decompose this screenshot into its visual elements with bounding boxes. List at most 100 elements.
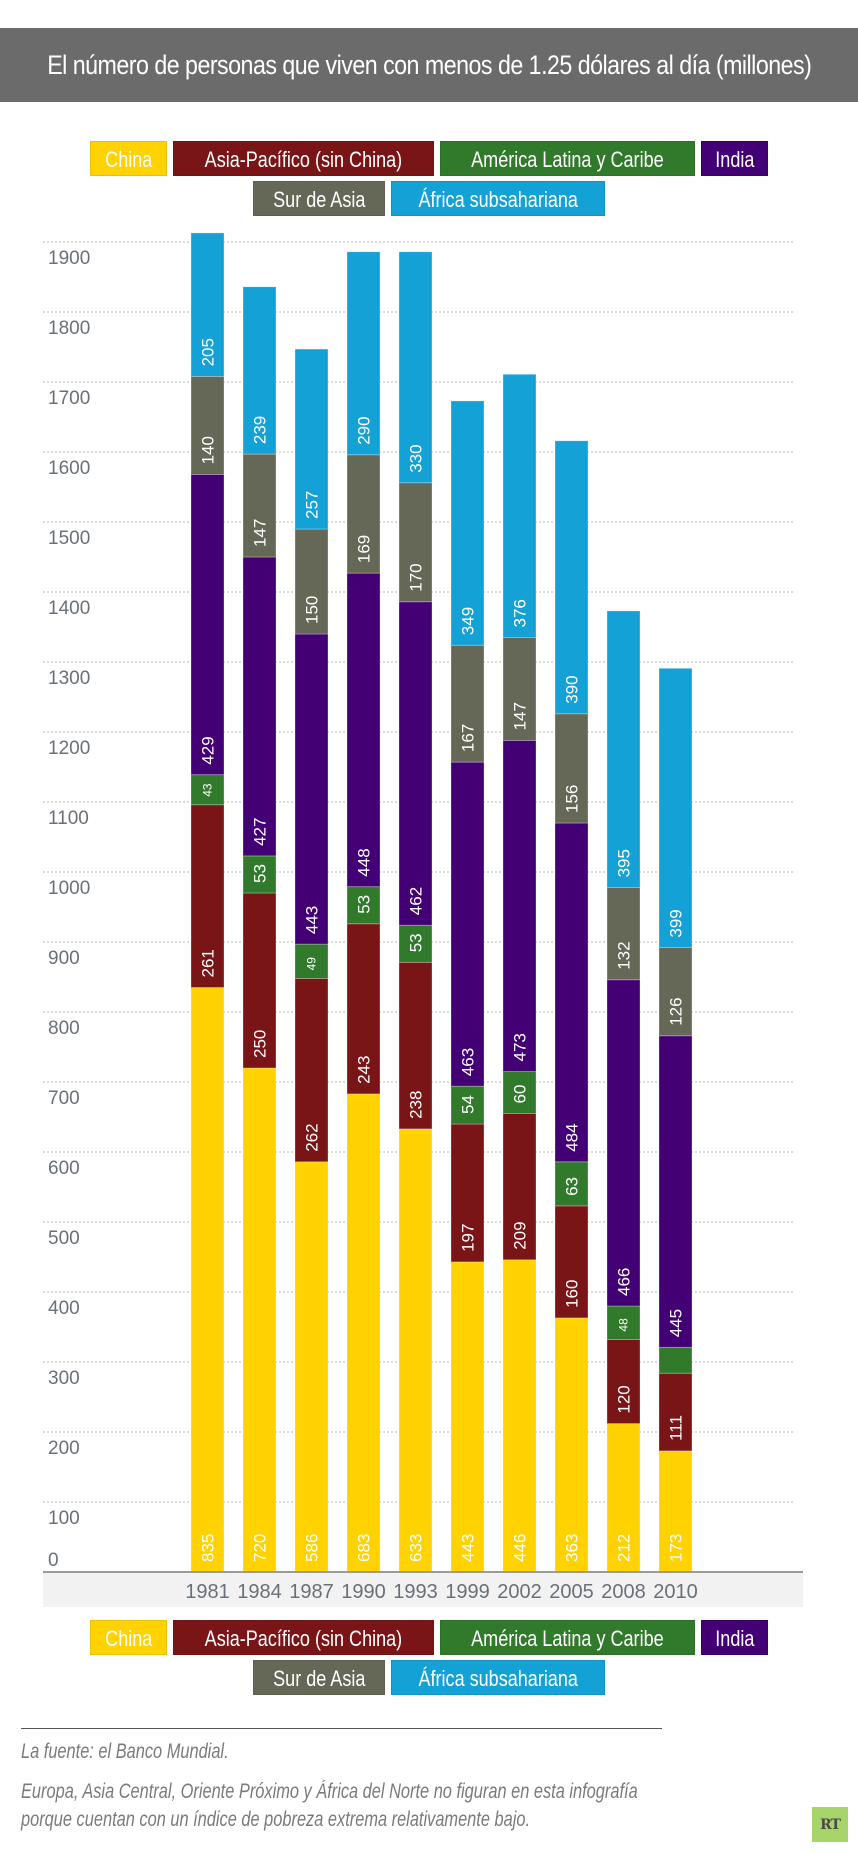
bar-segment xyxy=(346,454,381,574)
y-tick-label: 300 xyxy=(48,1368,80,1389)
footnote-text-1: Europa, Asia Central, Oriente Próximo y … xyxy=(21,1780,638,1803)
legend-item-asia-pacifico: Asia-Pacífico (sin China) xyxy=(173,1620,434,1655)
legend-item-india: India xyxy=(700,141,769,176)
segment-value-label: 43 xyxy=(201,783,215,797)
segment-value-label: 427 xyxy=(251,818,270,846)
segment-value-label: 53 xyxy=(355,895,374,914)
bar-segment xyxy=(190,375,225,475)
legend-label: Asia-Pacífico (sin China) xyxy=(204,1626,403,1651)
footnote-line-2: porque cuentan con un índice de pobreza … xyxy=(21,1808,674,1832)
bar-segment xyxy=(398,251,433,484)
bar-segment xyxy=(658,1035,693,1348)
segment-value-label: 399 xyxy=(667,909,686,937)
segment-value-label: 586 xyxy=(303,1534,322,1562)
y-tick-label: 1300 xyxy=(48,668,90,689)
segment-value-label: 395 xyxy=(615,849,634,877)
bar-segment xyxy=(294,633,329,945)
segment-value-label: 443 xyxy=(459,1534,478,1562)
bar-segment xyxy=(242,286,277,455)
segment-value-label: 170 xyxy=(407,563,426,591)
segment-value-label: 683 xyxy=(355,1534,374,1562)
y-tick-label: 600 xyxy=(48,1158,80,1179)
y-tick-label: 900 xyxy=(48,948,80,969)
segment-value-label: 835 xyxy=(199,1534,218,1562)
bar-stack-2008: 212 120 48 466 132 395 xyxy=(606,610,641,1573)
legend-label: India xyxy=(714,147,755,172)
bar-segment xyxy=(294,978,329,1163)
y-tick-label: 0 xyxy=(48,1550,59,1571)
bar-segment xyxy=(398,924,433,963)
segment-value-label: 197 xyxy=(459,1224,478,1252)
bar-segment xyxy=(606,1305,641,1340)
y-tick-label: 1100 xyxy=(48,808,89,829)
bar-segment xyxy=(294,1161,329,1573)
segment-value-label: 462 xyxy=(407,887,426,915)
segment-value-label: 290 xyxy=(355,416,374,444)
bar-segment xyxy=(450,761,485,1087)
bar-segment xyxy=(346,572,381,888)
y-tick-label: 1200 xyxy=(48,738,90,759)
segment-value-label: 126 xyxy=(667,997,686,1025)
bar-segment xyxy=(606,610,641,888)
bar-segment xyxy=(398,482,433,603)
x-tick-label: 2008 xyxy=(601,1581,646,1603)
bar-segment xyxy=(242,1067,277,1573)
segment-value-label: 376 xyxy=(511,599,530,627)
x-tick-label: 2010 xyxy=(653,1581,698,1603)
y-tick-label: 200 xyxy=(48,1438,80,1459)
source-note: La fuente: el Banco Mundial. xyxy=(21,1740,287,1764)
legend-label: India xyxy=(714,1626,755,1651)
x-tick-label: 1984 xyxy=(237,1581,282,1603)
bar-segment xyxy=(190,473,225,776)
segment-value-label: 212 xyxy=(615,1534,634,1562)
y-tick-label: 800 xyxy=(48,1018,80,1039)
bar-segment xyxy=(502,373,537,638)
legend-item-india: India xyxy=(700,1620,769,1655)
bar-stack-2010: 173 111 445 126 399 xyxy=(658,667,693,1573)
x-tick-label: 1990 xyxy=(341,1581,386,1603)
segment-value-label: 132 xyxy=(615,941,634,969)
bar-segment xyxy=(658,1372,693,1452)
segment-value-label: 330 xyxy=(407,444,426,472)
bar-segment xyxy=(190,232,225,377)
bar-segment xyxy=(346,886,381,925)
bar-segment xyxy=(346,923,381,1095)
segment-value-label: 205 xyxy=(199,338,218,366)
bar-segment xyxy=(398,1128,433,1573)
bar-stack-1987: 586 262 49 443 150 257 xyxy=(294,348,329,1573)
legend-item-asia-pacifico: Asia-Pacífico (sin China) xyxy=(173,141,434,176)
x-tick-label: 1981 xyxy=(185,1581,230,1603)
segment-value-label: 120 xyxy=(615,1385,634,1413)
legend-item-america-latina: América Latina y Caribe xyxy=(439,1620,695,1655)
legend-item-china: China xyxy=(89,1620,168,1655)
segment-value-label: 445 xyxy=(667,1309,686,1337)
legend-item-africa-subsahariana: África subsahariana xyxy=(391,181,606,216)
segment-value-label: 156 xyxy=(563,785,582,813)
segment-value-label: 446 xyxy=(511,1534,530,1562)
bar-segment xyxy=(450,644,485,763)
legend-item-sur-de-asia: Sur de Asia xyxy=(252,1660,386,1695)
bar-segment xyxy=(242,892,277,1069)
x-tick-label: 2002 xyxy=(497,1581,542,1603)
y-tick-label: 400 xyxy=(48,1298,80,1319)
segment-value-label: 48 xyxy=(617,1318,631,1332)
bar-segment xyxy=(242,855,277,894)
bar-stack-1981: 835 261 43 429 140 205 xyxy=(190,232,225,1573)
footnote-line-1: Europa, Asia Central, Oriente Próximo y … xyxy=(21,1780,812,1804)
bar-stack-1990: 683 243 53 448 169 290 xyxy=(346,251,381,1573)
y-tick-label: 1800 xyxy=(48,318,90,339)
segment-value-label: 63 xyxy=(563,1177,582,1196)
bar-segment xyxy=(658,667,693,948)
segment-value-label: 443 xyxy=(303,906,322,934)
bar-segment xyxy=(450,1085,485,1125)
bar-stack-1984: 720 250 53 427 147 239 xyxy=(242,286,277,1573)
segment-value-label: 484 xyxy=(563,1123,582,1151)
source-text: La fuente: el Banco Mundial. xyxy=(21,1740,229,1763)
bar-segment xyxy=(658,1346,693,1374)
legend-bottom-row-2: Sur de Asia África subsahariana xyxy=(0,1660,858,1695)
bar-segment xyxy=(294,528,329,635)
bar-segment xyxy=(554,822,589,1163)
legend-label: Sur de Asia xyxy=(272,1666,365,1691)
segment-value-label: 173 xyxy=(667,1534,686,1562)
segment-value-label: 250 xyxy=(251,1030,270,1058)
